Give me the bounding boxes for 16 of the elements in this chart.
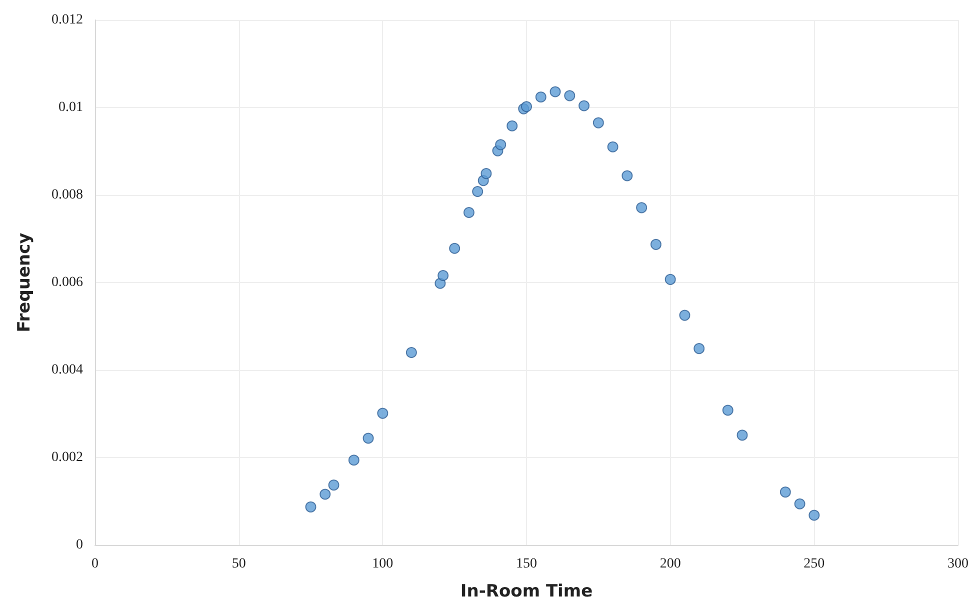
y-tick-label: 0.006	[52, 275, 83, 290]
y-tick-label: 0.002	[52, 450, 83, 465]
y-axis-title: Frequency	[14, 232, 34, 332]
x-tick-label: 50	[232, 556, 246, 572]
x-tick-label: 150	[516, 556, 537, 572]
x-tick-label: 250	[804, 556, 825, 572]
y-tick-label: 0.004	[52, 362, 83, 378]
x-axis-title: In-Room Time	[460, 582, 593, 602]
y-tick-label: 0.01	[58, 100, 83, 115]
x-tick-label: 300	[948, 556, 968, 572]
y-tick-label: 0.012	[52, 12, 83, 28]
y-tick-label: 0.008	[52, 188, 83, 202]
x-tick-label: 0	[92, 556, 98, 572]
y-tick-label: 0	[76, 538, 83, 552]
x-tick-label: 100	[372, 556, 394, 572]
x-tick-label: 200	[660, 556, 681, 572]
